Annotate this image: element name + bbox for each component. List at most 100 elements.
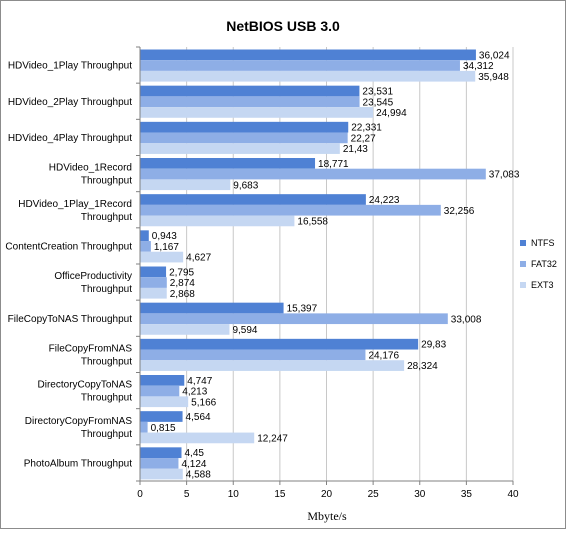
data-label: 33,008 [451,314,482,325]
data-label: 4,45 [184,448,204,459]
x-tick-label: 35 [461,489,473,500]
bar [140,179,231,191]
bar [140,302,284,314]
legend-label: FAT32 [531,259,557,269]
data-label: 15,397 [287,304,318,315]
category-label-line: FileCopyFromNAS [49,343,133,354]
category-label-line: Throughput [81,356,132,367]
data-label: 29,83 [421,340,446,351]
bar [140,194,366,205]
data-label: 9,683 [233,180,258,191]
bar [140,266,167,278]
legend: NTFS FAT32 EXT3 [520,238,557,290]
legend-label: EXT3 [531,280,554,290]
bar [140,411,183,422]
category-label-line: Throughput [81,393,132,404]
category-label-line: Throughput [81,429,132,440]
category-label: FileCopyFromNAS Throughput [49,343,133,367]
category-label-line: FileCopyToNAS Throughput [8,314,133,325]
bar [140,132,348,144]
bar [140,230,149,242]
data-label: 0,943 [152,231,177,242]
category-label-line: HDVideo_2Play Throughput [8,97,132,108]
data-label: 4,627 [186,253,211,264]
data-label: 21,43 [343,144,368,155]
category-label: DirectoryCopyToNAS Throughput [38,380,133,404]
bar [140,107,374,118]
data-label: 23,531 [362,87,393,98]
x-tick-label: 5 [184,489,190,500]
category-label: HDVideo_1Record Throughput [49,163,132,187]
x-tick-label: 15 [274,489,286,500]
category-label: DirectoryCopyFromNAS Throughput [25,416,133,440]
legend-swatch [520,261,526,267]
bar [140,96,360,108]
data-label: 22,27 [351,133,376,144]
category-label-line: HDVideo_4Play Throughput [8,133,132,144]
data-label: 22,331 [351,123,382,134]
data-label: 24,223 [369,195,400,206]
data-label: 4,588 [186,470,211,481]
data-label: 9,594 [232,325,257,336]
chart-title: NetBIOS USB 3.0 [226,18,340,34]
bar [140,70,476,82]
data-label: 36,024 [479,50,510,61]
category-label-line: HDVideo_1Play_1Record [18,199,132,210]
x-tick-label: 25 [368,489,380,500]
bar [140,121,349,133]
x-tick-label: 20 [321,489,333,500]
bar [140,432,255,444]
data-label: 5,166 [191,397,216,408]
x-tick-label: 30 [414,489,426,500]
data-label: 4,124 [181,459,206,470]
category-label: HDVideo_1Play_1Record Throughput [18,199,132,223]
category-labels: HDVideo_1Play Throughput HDVideo_2Play Th… [5,61,132,470]
bar [140,360,405,371]
category-label-line: Throughput [81,284,132,295]
bar [140,287,167,299]
data-label: 28,324 [407,361,438,372]
legend-swatch [520,240,526,246]
x-tick-labels: 0 5 10 15 20 25 30 35 40 [137,489,519,500]
data-label: 0,815 [151,423,176,434]
bar [140,468,183,480]
category-label: HDVideo_1Play Throughput [8,61,132,72]
x-axis-label: Mbyte/s [307,509,347,523]
bar [140,324,230,335]
bar [140,85,360,97]
bars [140,49,486,480]
data-label: 12,247 [257,433,288,444]
data-label: 37,083 [489,170,520,181]
bar [140,396,189,408]
category-label: ContentCreation Throughput [5,241,132,252]
bar [140,421,148,433]
bar [140,458,179,469]
bar [140,158,316,169]
category-label-line: PhotoAlbum Throughput [24,458,132,469]
bar [140,313,448,325]
bar [140,143,340,154]
category-label: HDVideo_4Play Throughput [8,133,132,144]
legend-swatch [520,282,526,288]
data-label: 24,994 [376,108,407,119]
x-tick-label: 10 [228,489,240,500]
bar [140,168,486,180]
bar [140,60,460,71]
data-label: 16,558 [297,216,328,227]
legend-label: NTFS [531,238,555,248]
bar [140,349,366,361]
gridlines [186,47,514,481]
data-label: 24,176 [368,350,399,361]
data-label: 34,312 [463,61,494,72]
bar [140,241,151,252]
bar [140,385,180,397]
category-label-line: Throughput [81,176,132,187]
bar [140,204,441,216]
bar [140,251,184,263]
category-label-line: Throughput [81,212,132,223]
data-label: 32,256 [444,206,475,217]
category-label: FileCopyToNAS Throughput [8,314,133,325]
data-label: 35,948 [478,72,509,83]
category-label-line: DirectoryCopyToNAS [38,380,133,391]
